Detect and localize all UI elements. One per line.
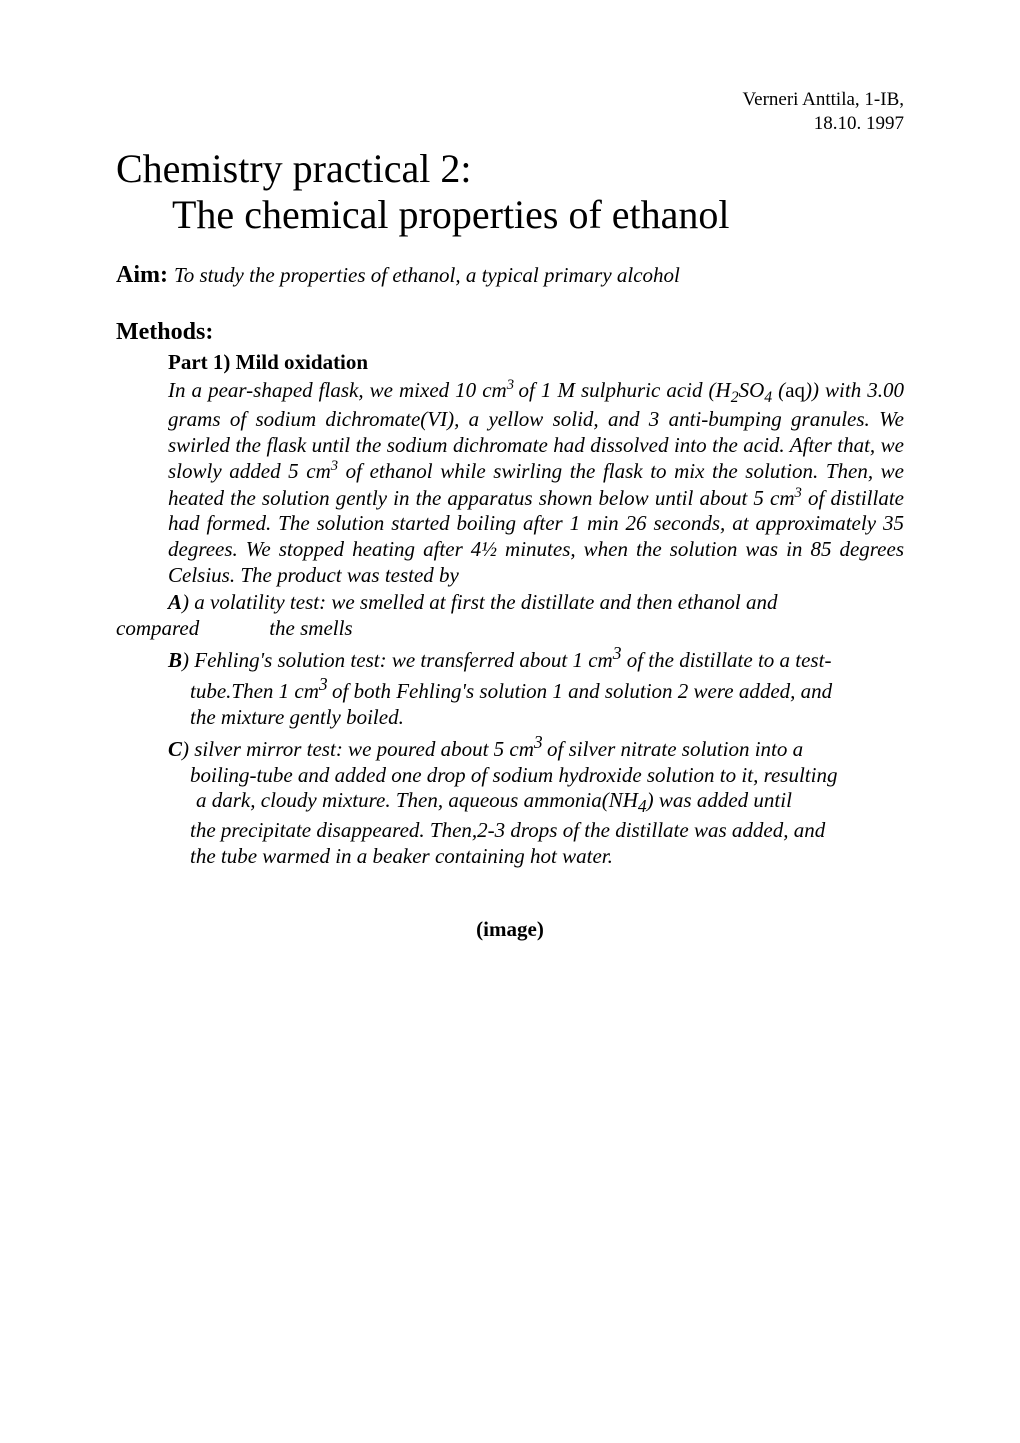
item-b-line2b: of both Fehling's solution 1 and solutio… [332, 679, 832, 703]
author-line: Verneri Anttila, 1-IB, [116, 88, 904, 112]
p1-sub-4: 4 [764, 389, 772, 406]
methods-heading: Methods: [116, 319, 904, 346]
image-placeholder: (image) [116, 917, 904, 942]
item-b: B) Fehling's solution test: we transferr… [190, 643, 904, 674]
item-b-label: B [168, 648, 182, 672]
p1-sup-1: 3 [507, 377, 519, 393]
item-b-sup-2: 3 [319, 674, 332, 694]
item-c-line3: a dark, cloudy mixture. Then, aqueous am… [196, 788, 904, 818]
item-c-sub4: 4 [638, 797, 647, 817]
p1-sup-2: 3 [331, 458, 338, 474]
item-c-text-b: of silver nitrate solution into a [547, 737, 803, 761]
p1-sub-2: 2 [731, 389, 739, 406]
item-b-line3: the mixture gently boiled. [190, 705, 904, 731]
aim-block: Aim: To study the properties of ethanol,… [116, 262, 904, 289]
part1-paragraph: In a pear-shaped flask, we mixed 10 cm3 … [168, 377, 904, 589]
p1-sup-3: 3 [795, 485, 802, 501]
item-a-text: ) a volatility test: we smelled at first… [182, 590, 778, 614]
item-a-label: A [168, 590, 182, 614]
item-a-wrap2: the smells [269, 616, 352, 640]
item-b-text-a: ) Fehling's solution test: we transferre… [182, 648, 613, 672]
item-c: C) silver mirror test: we poured about 5… [190, 732, 904, 763]
p1-openaq: ( [772, 378, 785, 402]
p1-aq: aq [785, 378, 805, 402]
item-c-sup-1: 3 [534, 732, 547, 752]
page: Verneri Anttila, 1-IB, 18.10. 1997 Chemi… [0, 0, 1020, 1062]
p1-seg-b: of 1 M sulphuric acid (H [519, 378, 731, 402]
item-a-wrap1: compared [116, 616, 199, 640]
item-b-text-b: of the distillate to a test- [621, 648, 831, 672]
item-c-line2: boiling-tube and added one drop of sodiu… [190, 763, 904, 789]
item-b-line2: tube.Then 1 cm3 of both Fehling's soluti… [190, 674, 904, 705]
p1-seg-a: In a pear-shaped flask, we mixed 10 cm [168, 378, 507, 402]
item-c-line4: the precipitate disappeared. Then,2-3 dr… [190, 818, 904, 844]
item-a-wrap: compared the smells [116, 616, 904, 642]
title-line-1: Chemistry practical 2: [116, 146, 904, 192]
item-c-label: C [168, 737, 182, 761]
item-c-line3a: a dark, cloudy mixture. Then, aqueous am… [196, 788, 638, 812]
item-a: A) a volatility test: we smelled at firs… [168, 590, 904, 616]
aim-label: Aim: [116, 262, 174, 288]
title-line-2: The chemical properties of ethanol [116, 192, 904, 238]
header-right: Verneri Anttila, 1-IB, 18.10. 1997 [116, 88, 904, 136]
date-line: 18.10. 1997 [116, 112, 904, 136]
item-b-line2a: tube.Then 1 cm [190, 679, 319, 703]
item-c-text-a: ) silver mirror test: we poured about 5 … [182, 737, 534, 761]
item-c-line3b: ) was added until [647, 788, 792, 812]
p1-so4: SO [739, 378, 765, 402]
item-c-line5: the tube warmed in a beaker containing h… [190, 844, 904, 870]
aim-text: To study the properties of ethanol, a ty… [174, 263, 680, 287]
part1-heading: Part 1) Mild oxidation [168, 350, 904, 375]
title-block: Chemistry practical 2: The chemical prop… [116, 146, 904, 238]
